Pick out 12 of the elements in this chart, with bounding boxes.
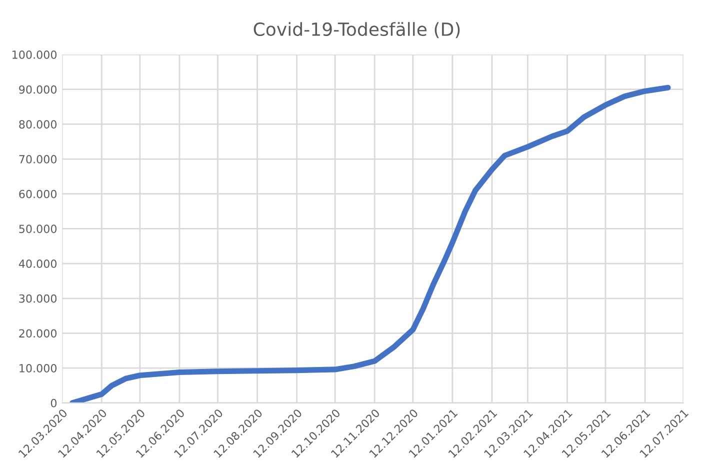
y-tick-label: 100.000 xyxy=(12,50,57,59)
y-tick-label: 60.000 xyxy=(19,190,57,198)
y-tick-label: 10.000 xyxy=(20,364,57,372)
y-tick-label: 80.000 xyxy=(19,120,57,129)
y-tick-label: 50.000 xyxy=(19,224,57,234)
y-tick-label: 0 xyxy=(50,398,57,408)
y-tick-label: 70.000 xyxy=(19,155,57,164)
y-tick-label: 90.000 xyxy=(19,85,57,94)
y-tick-label: 20.000 xyxy=(19,329,57,338)
y-tick-label: 30.000 xyxy=(19,294,57,303)
y-tick-label: 40.000 xyxy=(18,260,57,268)
chart-title: Covid-19-Todesfälle (D) xyxy=(254,22,460,38)
